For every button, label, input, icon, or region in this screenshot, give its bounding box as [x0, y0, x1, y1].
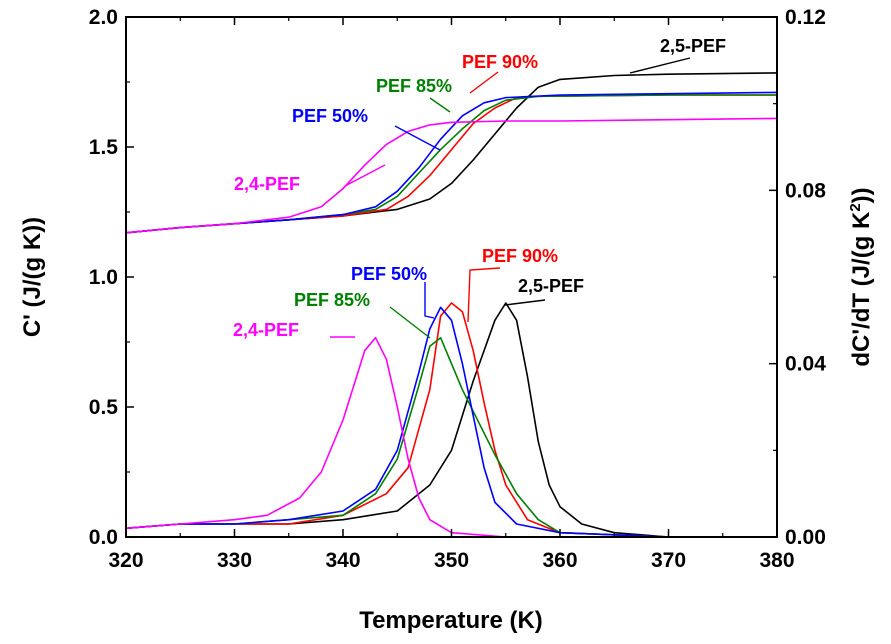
series-layer	[125, 72, 778, 538]
callout-line-pef-85	[389, 306, 431, 339]
callout-line-pef-85	[429, 97, 451, 113]
series-label-pef-85: PEF 85%	[294, 290, 370, 310]
right-y-tick-label: 0.08	[785, 179, 826, 202]
derivative-line-2-5-pef	[125, 302, 777, 538]
derivative-line-2-4-pef	[125, 336, 777, 538]
x-axis-label: Temperature (K)	[359, 607, 543, 634]
x-tick-label: 320	[108, 549, 143, 572]
callout-line-pef-90	[469, 71, 499, 94]
derivative-line-pef-90	[125, 302, 777, 538]
right-y-axis-label-sup: 2	[847, 203, 864, 211]
series-label-2-5-pef: 2,5-PEF	[518, 276, 584, 296]
x-tick-label: 380	[759, 549, 794, 572]
x-tick-label: 370	[651, 549, 686, 572]
ticks-layer: 320 330 340 350 360 370 380 0.0 0.5 1.0 1.5 2.0 0.00…	[89, 6, 826, 572]
right-y-axis-label-main: dC'/dT (J/(g K	[848, 211, 875, 367]
left-y-axis-label: C' (J/(g K))	[19, 217, 46, 337]
series-label-pef-90: PEF 90%	[462, 52, 538, 72]
left-y-tick-label: 2.0	[89, 6, 118, 29]
left-y-tick-label: 0.0	[89, 526, 118, 549]
callout-line-pef-50	[424, 282, 435, 319]
heat-capacity-line-2-4-pef	[125, 117, 778, 234]
callout-line-pef-90	[467, 267, 501, 323]
x-tick-label: 350	[434, 549, 469, 572]
right-y-tick-label: 0.00	[785, 526, 826, 549]
heat-capacity-line-pef-50	[125, 91, 778, 234]
left-y-tick-label: 0.5	[89, 396, 119, 419]
callout-line-2-5-pef	[504, 299, 546, 306]
label-layer: 2,5-PEF PEF 90% PEF 85% PEF 50% 2,4-PEF PEF 9…	[233, 36, 726, 340]
series-label-pef-90: PEF 90%	[482, 246, 558, 266]
callout-layer	[330, 57, 691, 339]
x-tick-label: 340	[325, 549, 360, 572]
right-y-tick-label: 0.12	[785, 6, 826, 29]
series-label-2-4-pef: 2,4-PEF	[233, 320, 299, 340]
series-label-pef-85: PEF 85%	[376, 76, 452, 96]
heat-capacity-line-pef-85	[125, 94, 777, 234]
series-label-pef-50: PEF 50%	[292, 106, 368, 126]
callout-line-pef-50	[394, 125, 441, 151]
left-y-tick-label: 1.0	[89, 266, 118, 289]
series-label-2-4-pef: 2,4-PEF	[234, 174, 300, 194]
right-y-axis-label-tail: ))	[848, 187, 875, 203]
series-label-pef-50: PEF 50%	[351, 264, 427, 284]
derivative-line-pef-50	[125, 306, 777, 538]
heat-capacity-line-pef-90	[125, 94, 777, 234]
x-tick-label: 330	[217, 549, 252, 572]
left-y-tick-label: 1.5	[89, 136, 119, 159]
callout-line-2-4-pef	[344, 164, 386, 187]
derivative-line-pef-85	[125, 336, 777, 538]
right-y-tick-label: 0.04	[785, 353, 826, 376]
heat-capacity-line-2-5-pef	[125, 72, 778, 234]
x-tick-label: 360	[542, 549, 577, 572]
callout-line-2-5-pef	[629, 57, 691, 74]
series-label-2-5-pef: 2,5-PEF	[660, 36, 726, 56]
right-y-axis-label: dC'/dT (J/(g K2))	[847, 187, 875, 366]
